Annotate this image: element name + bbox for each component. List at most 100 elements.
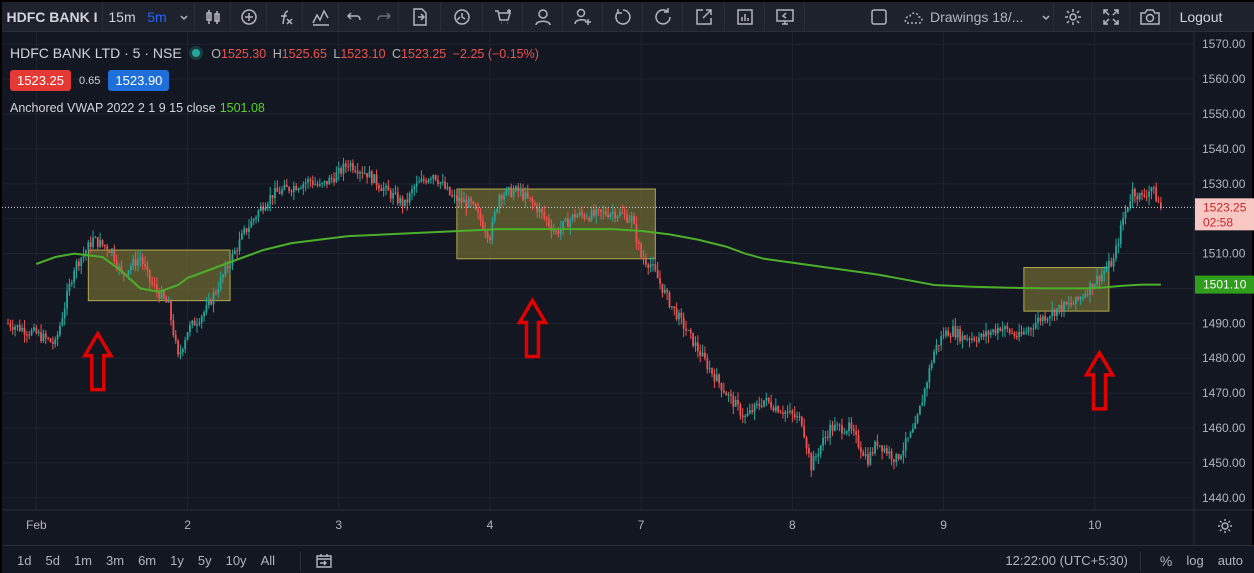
- candle-body: [597, 209, 600, 211]
- candle-body: [207, 299, 210, 306]
- candle-body: [864, 454, 867, 456]
- interval-dropdown-icon[interactable]: [173, 1, 195, 32]
- range-1m-button[interactable]: 1m: [73, 553, 92, 568]
- user-icon[interactable]: [523, 1, 563, 32]
- candle-body: [567, 218, 569, 228]
- fullscreen-icon[interactable]: [1092, 1, 1130, 32]
- candle-body: [659, 278, 661, 284]
- candle-body: [198, 322, 201, 325]
- axis-settings-icon[interactable]: [1218, 519, 1232, 533]
- percent-scale-toggle[interactable]: %: [1159, 552, 1173, 569]
- candle-body: [297, 188, 300, 191]
- user-settings-icon[interactable]: [563, 1, 603, 32]
- candle-body: [817, 454, 820, 457]
- chart-area[interactable]: 1570.001560.001550.001540.001530.001520.…: [2, 32, 1254, 573]
- candle-body: [845, 431, 848, 434]
- candle-body: [352, 163, 354, 171]
- reset-icon[interactable]: [603, 1, 643, 32]
- auto-scale-toggle[interactable]: auto: [1217, 553, 1243, 568]
- candle-body: [1112, 258, 1115, 267]
- candle-body: [933, 351, 935, 363]
- candle-body: [276, 187, 279, 192]
- replay-icon[interactable]: [441, 1, 483, 32]
- export-icon[interactable]: [399, 1, 441, 32]
- symbol-search-button[interactable]: HDFC BANK I: [2, 1, 103, 32]
- refresh-icon[interactable]: [643, 1, 683, 32]
- candle-body: [389, 190, 392, 199]
- candle-body: [363, 173, 366, 175]
- candle-body: [167, 300, 170, 303]
- goto-date-icon[interactable]: [315, 553, 333, 569]
- chart-type-candles-icon[interactable]: [195, 1, 231, 32]
- candle-body: [96, 237, 99, 247]
- candle-body: [481, 220, 484, 229]
- candle-body: [826, 436, 829, 438]
- candle-body: [961, 335, 964, 342]
- compare-icon[interactable]: [303, 1, 339, 32]
- candle-body: [226, 265, 229, 269]
- log-scale-toggle[interactable]: log: [1186, 553, 1204, 568]
- candle-body: [40, 332, 42, 342]
- camera-icon[interactable]: [1130, 1, 1170, 32]
- chart-canvas[interactable]: 1570.001560.001550.001540.001530.001520.…: [2, 32, 1254, 573]
- candle-body: [675, 308, 678, 320]
- settings-gear-icon[interactable]: [1054, 1, 1092, 32]
- candle-body: [876, 441, 879, 446]
- symbol-title[interactable]: HDFC BANK LTD · 5 · NSE: [10, 45, 182, 61]
- clock-timezone[interactable]: 12:22:00 (UTC+5:30): [1005, 553, 1128, 568]
- candle-body: [791, 410, 794, 415]
- undo-icon[interactable]: [339, 2, 369, 32]
- range-5y-button[interactable]: 5y: [197, 553, 212, 568]
- report-icon[interactable]: [725, 1, 765, 32]
- candle-body: [274, 187, 276, 198]
- candle-body: [616, 216, 619, 219]
- interval-5m-button[interactable]: 5m: [147, 8, 167, 25]
- redo-icon[interactable]: [369, 1, 399, 32]
- candle-body: [496, 208, 498, 213]
- candle-body: [1084, 294, 1087, 298]
- candle-body: [229, 265, 231, 269]
- drawings-dropdown[interactable]: Drawings 18/...: [894, 1, 1054, 32]
- candle-body: [1155, 187, 1158, 202]
- candle-body: [1006, 326, 1009, 330]
- logout-button[interactable]: Logout: [1179, 8, 1223, 25]
- candle-body: [942, 335, 945, 337]
- price-tick-label: 1560.00: [1202, 72, 1246, 86]
- indicators-fx-icon[interactable]: [267, 1, 303, 32]
- range-1d-button[interactable]: 1d: [17, 553, 32, 568]
- candle-body: [699, 351, 702, 357]
- candle-body: [798, 416, 801, 418]
- candle-body: [644, 259, 647, 265]
- candle-body: [531, 198, 534, 203]
- add-indicator-plus-icon[interactable]: [231, 1, 267, 32]
- fullscreen-toggle-icon[interactable]: [864, 2, 894, 32]
- interval-15m-button[interactable]: 15m: [108, 8, 136, 25]
- price-tick-label: 1450.00: [1202, 456, 1246, 470]
- sell-button[interactable]: 1523.25: [10, 70, 71, 91]
- candle-body: [569, 219, 572, 228]
- candle-body: [630, 216, 633, 221]
- candle-body: [137, 259, 139, 266]
- vwap-line: [35, 228, 1161, 293]
- candle-body: [1060, 305, 1063, 312]
- candle-body: [288, 186, 291, 191]
- range-6m-button[interactable]: 6m: [138, 553, 157, 568]
- range-all-button[interactable]: All: [260, 553, 276, 568]
- popout-icon[interactable]: [683, 1, 725, 32]
- range-1y-button[interactable]: 1y: [170, 553, 184, 568]
- indicator-legend[interactable]: Anchored VWAP 2022 2 1 9 15 close 1501.08: [10, 101, 265, 115]
- candle-body: [767, 397, 770, 402]
- range-10y-button[interactable]: 10y: [225, 553, 247, 568]
- range-5d-button[interactable]: 5d: [45, 553, 60, 568]
- candle-body: [1018, 331, 1021, 338]
- candle-body: [1110, 260, 1113, 267]
- candle-body: [1011, 332, 1013, 334]
- candle-body: [1124, 211, 1127, 219]
- screen-icon[interactable]: [765, 1, 805, 32]
- candle-body: [82, 254, 85, 258]
- cart-icon[interactable]: [483, 1, 523, 32]
- candle-body: [196, 324, 198, 326]
- buy-button[interactable]: 1523.90: [108, 70, 170, 91]
- range-3m-button[interactable]: 3m: [106, 553, 125, 568]
